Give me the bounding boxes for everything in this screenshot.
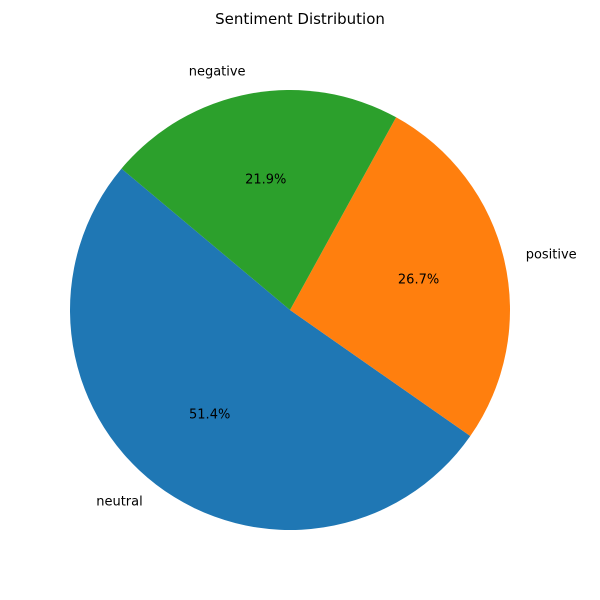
pie-category-label-positive: positive: [526, 248, 577, 263]
pie-category-label-negative: negative: [189, 65, 246, 80]
pie-category-label-neutral: neutral: [96, 495, 143, 510]
pie-pct-label-negative: 21.9%: [245, 173, 286, 188]
pie-slice-positive: [290, 117, 510, 437]
pie-slice-negative: [121, 90, 397, 311]
chart-title: Sentiment Distribution: [215, 10, 385, 28]
pie-slice-neutral: [70, 168, 471, 530]
pie-pct-label-positive: 26.7%: [398, 273, 439, 288]
pie-pct-label-neutral: 51.4%: [189, 407, 230, 422]
